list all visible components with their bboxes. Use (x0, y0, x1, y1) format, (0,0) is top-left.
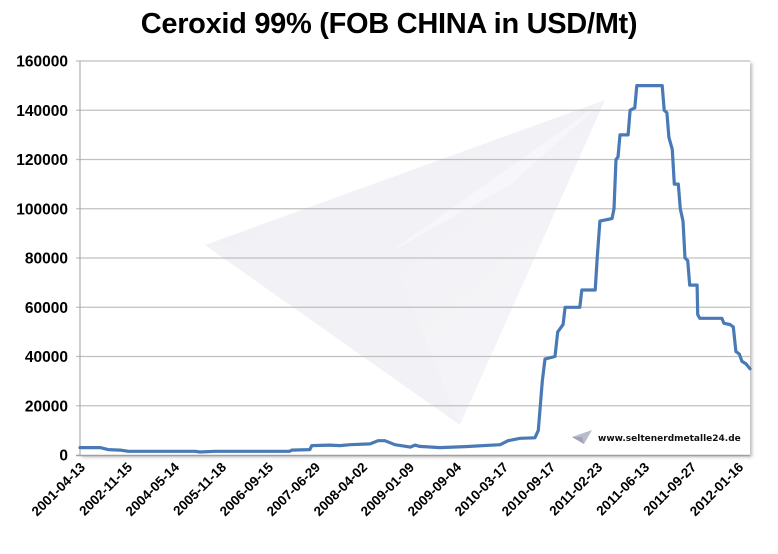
y-axis: 0 20000 40000 60000 80000 100000 120000 140000 1… (16, 54, 68, 465)
y-tick-label: 60000 (25, 300, 68, 317)
watermark-plane-icon (205, 100, 605, 425)
y-tick-label: 80000 (25, 251, 68, 268)
grid-lines (76, 60, 750, 407)
credit-text: www.seltenerdmetalle24.de (598, 434, 741, 444)
chart-title: Ceroxid 99% (FOB CHINA in USD/Mt) (140, 8, 638, 40)
y-tick-label: 20000 (25, 398, 68, 415)
data-line (78, 83, 752, 454)
y-tick-label: 120000 (16, 152, 68, 169)
y-tick-label: 140000 (16, 103, 68, 120)
credit-logo: www.seltenerdmetalle24.de (572, 430, 741, 444)
y-tick-label: 100000 (16, 201, 68, 218)
x-axis: 2001-04-132002-11-152004-05-142005-11-18… (29, 459, 747, 519)
y-tick-label: 40000 (25, 349, 68, 366)
y-tick-label: 160000 (16, 54, 68, 71)
y-tick-label: 0 (59, 448, 68, 465)
